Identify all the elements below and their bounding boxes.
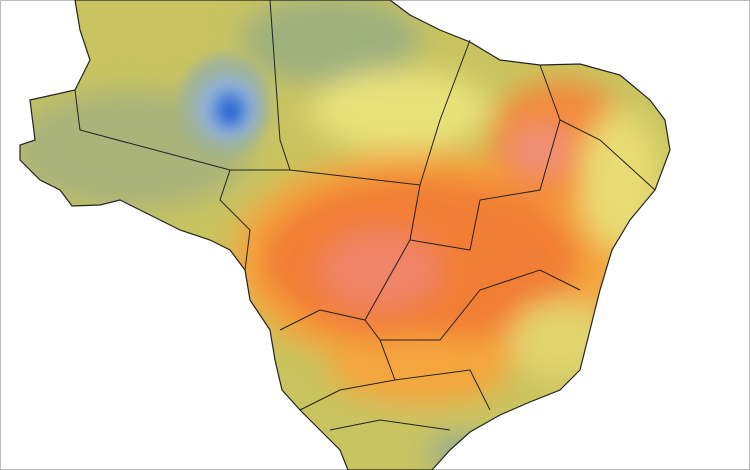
border bbox=[329, 419, 451, 431]
border bbox=[74, 0, 291, 171]
border bbox=[559, 119, 656, 191]
border bbox=[279, 239, 411, 331]
country-outline bbox=[19, 0, 671, 470]
border bbox=[299, 379, 396, 411]
state-borders bbox=[74, 0, 656, 431]
border bbox=[289, 39, 471, 186]
low-value-spot bbox=[180, 55, 270, 155]
contour-blobs bbox=[20, 0, 660, 470]
border bbox=[379, 339, 491, 411]
border bbox=[219, 169, 251, 271]
border bbox=[364, 269, 581, 341]
